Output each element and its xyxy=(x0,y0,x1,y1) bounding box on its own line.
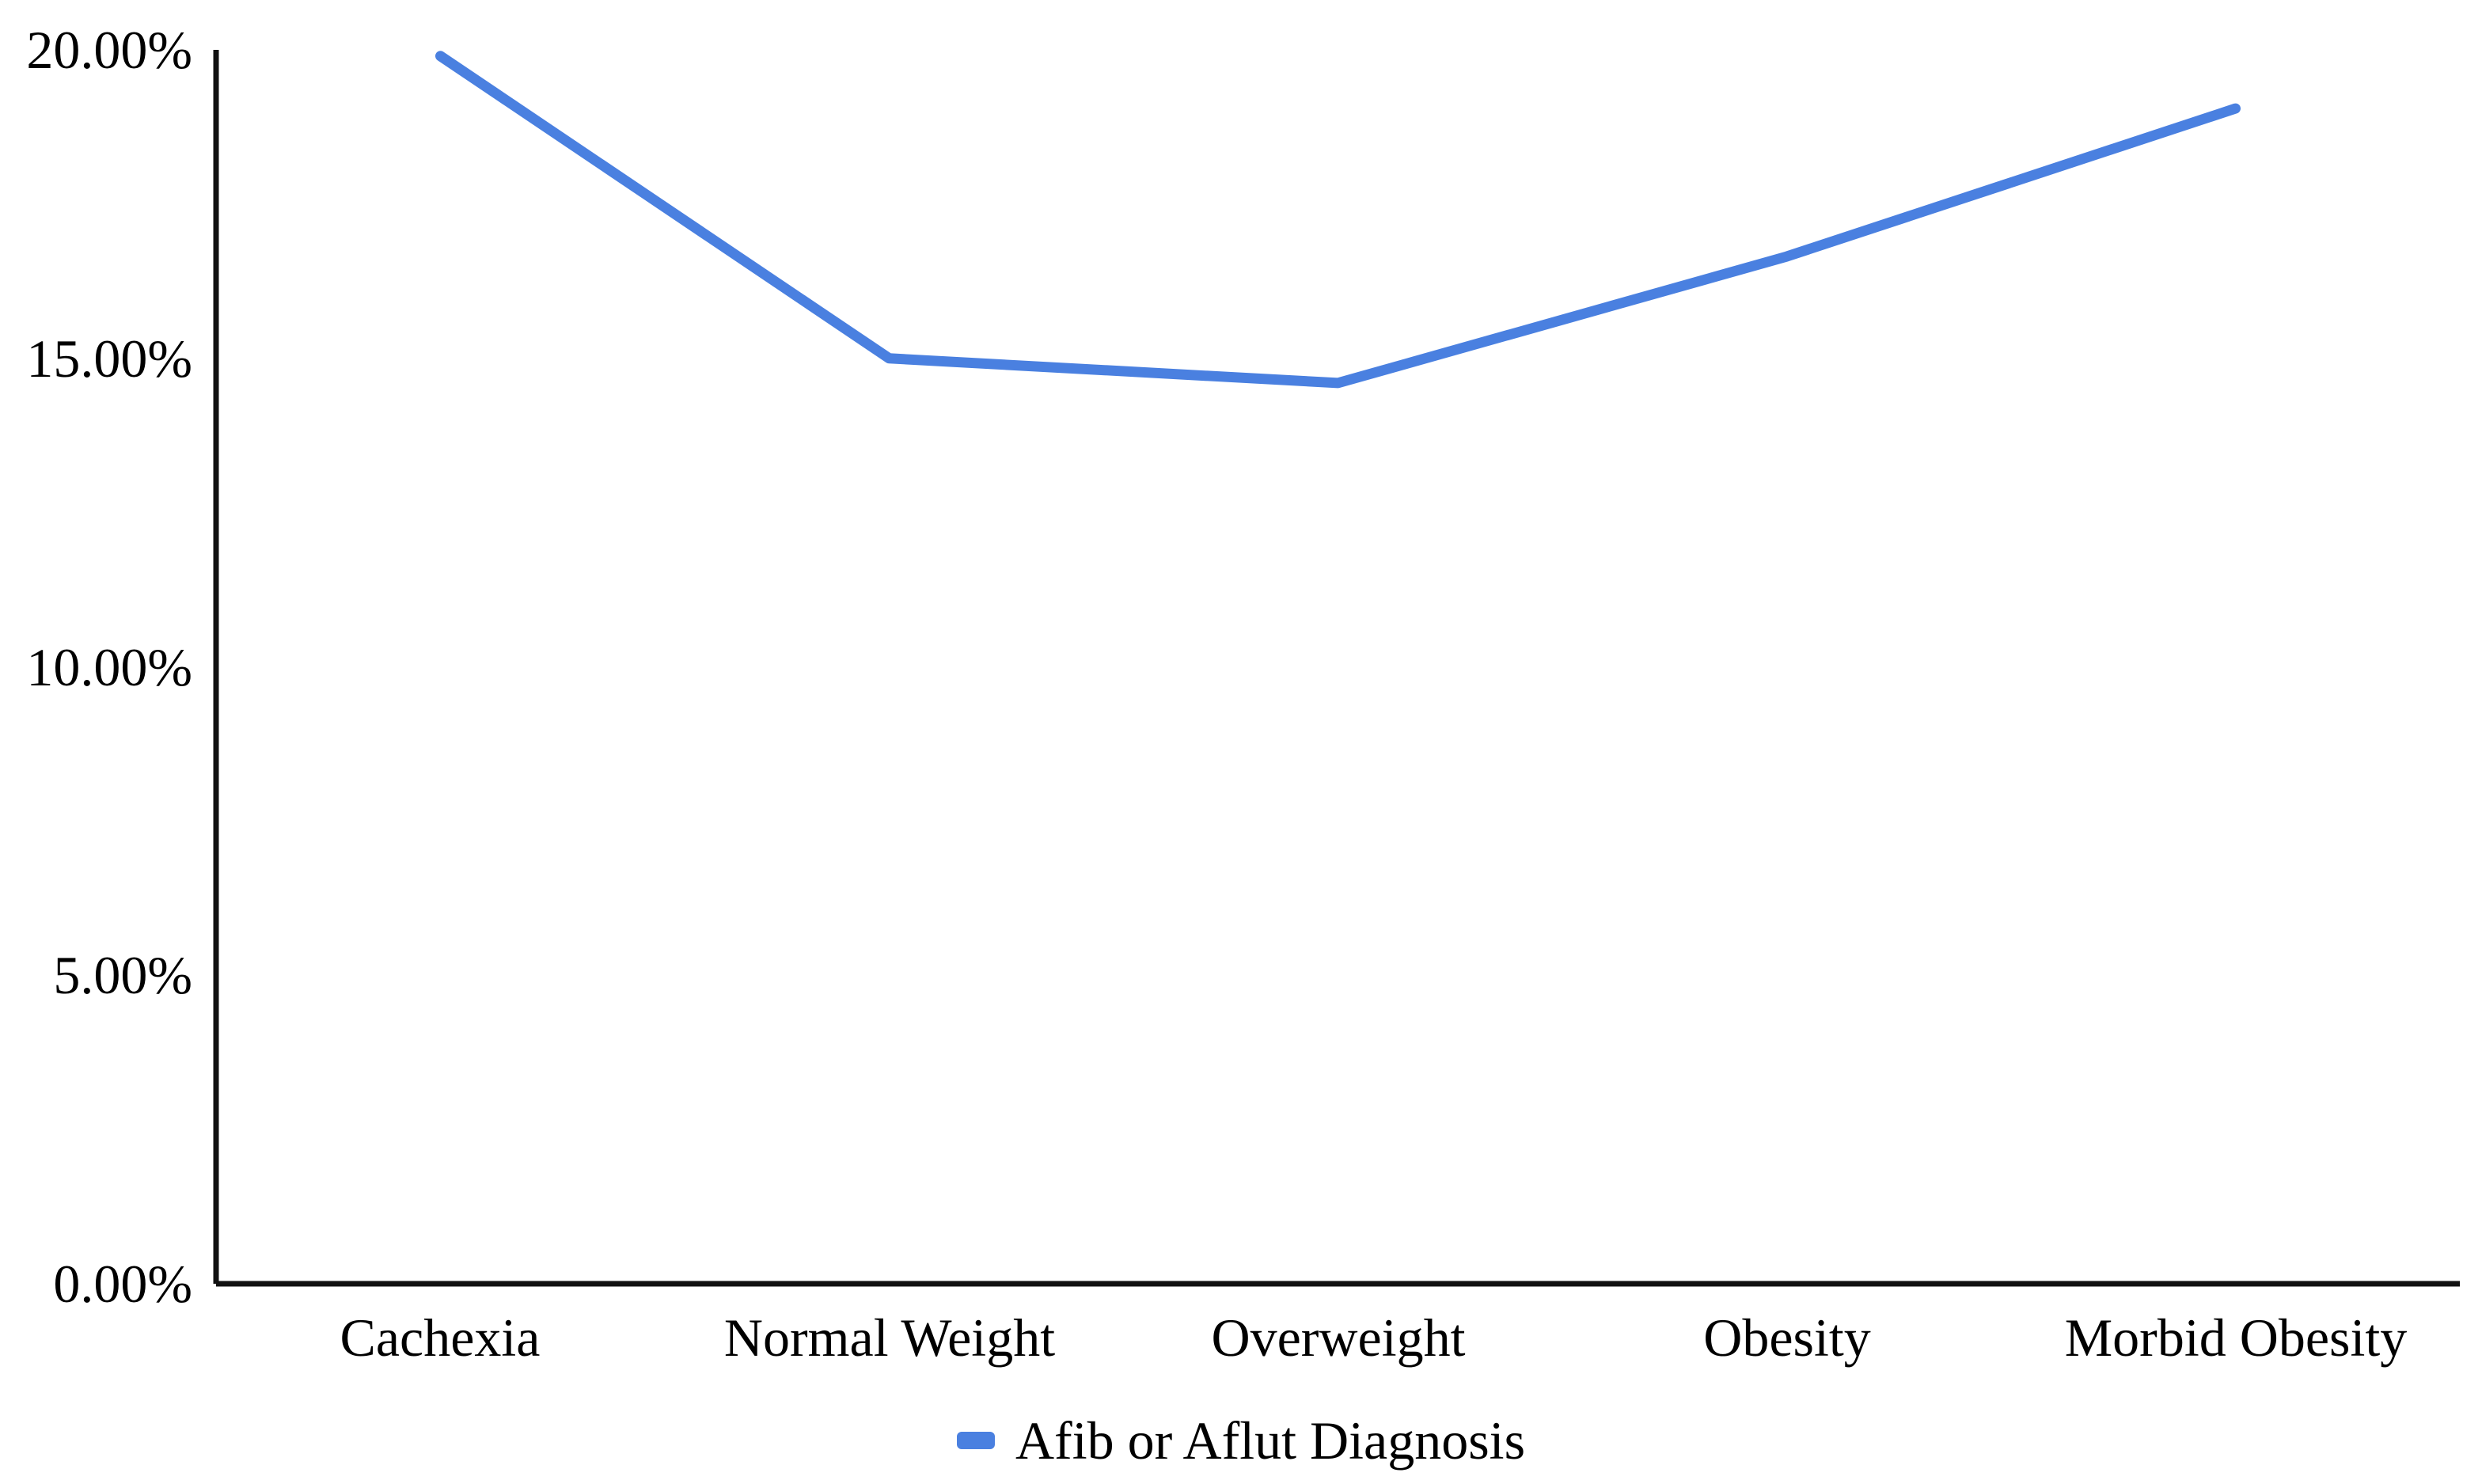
legend-series-label: Afib or Aflut Diagnosis xyxy=(1015,1410,1526,1471)
y-tick-label: 0.00% xyxy=(53,1254,192,1314)
x-category-label: Obesity xyxy=(1703,1308,1871,1368)
x-category-label: Normal Weight xyxy=(723,1308,1056,1368)
x-category-label: Cachexia xyxy=(340,1308,541,1368)
legend: Afib or Aflut Diagnosis xyxy=(0,1414,2482,1467)
x-category-label: Overweight xyxy=(1211,1308,1466,1368)
y-tick-label: 5.00% xyxy=(53,945,192,1005)
y-tick-label: 20.00% xyxy=(26,20,192,80)
series-line xyxy=(435,51,2241,389)
x-category-label: Morbid Obesity xyxy=(2064,1308,2408,1368)
y-tick-label: 10.00% xyxy=(26,637,192,697)
legend-swatch xyxy=(956,1432,995,1449)
y-tick-label: 15.00% xyxy=(26,328,192,389)
